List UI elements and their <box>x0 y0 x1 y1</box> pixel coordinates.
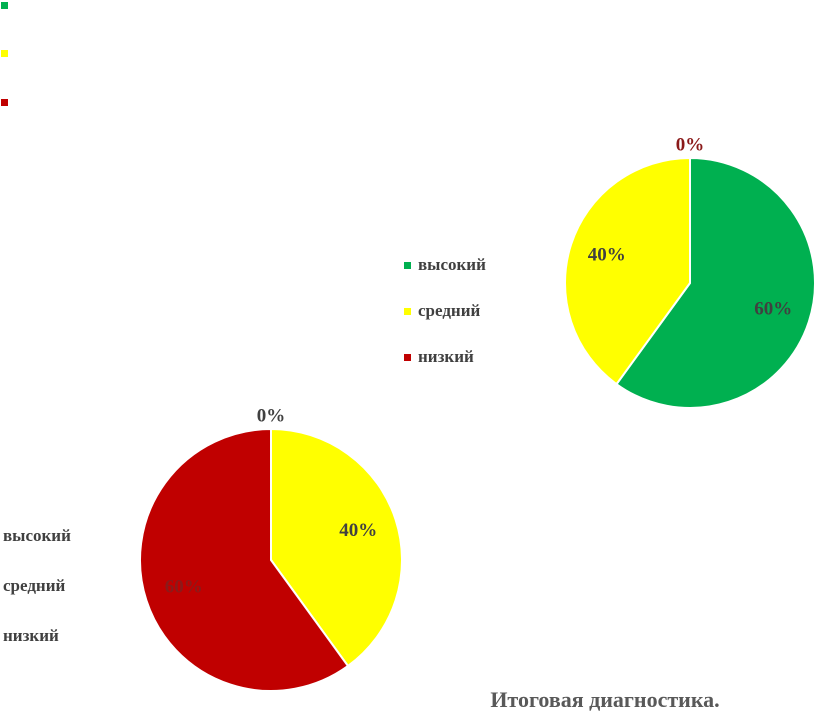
pie-slice <box>270 427 403 668</box>
data-label: 60% <box>165 577 203 598</box>
data-label: 0% <box>676 134 705 155</box>
legend-marker <box>1 99 8 106</box>
slide-title: Итоговая диагностика. <box>490 687 719 712</box>
legend-marker <box>1 50 8 57</box>
legend-marker <box>404 262 411 269</box>
legend-label: высокий <box>3 526 71 545</box>
pie-slice <box>139 427 350 692</box>
legend-marker <box>404 354 411 361</box>
data-label: 40% <box>588 244 626 265</box>
legend-label: средний <box>418 301 481 320</box>
legend-label: средний <box>3 576 66 595</box>
legend-marker <box>1 2 8 9</box>
data-label: 40% <box>339 520 377 541</box>
pie-slice <box>564 156 691 386</box>
legend-label: высокий <box>418 255 486 274</box>
legend-marker <box>404 308 411 315</box>
pie-slice <box>615 156 816 409</box>
data-label: 60% <box>754 298 792 319</box>
data-label: 0% <box>257 405 286 426</box>
legend-label: низкий <box>418 347 474 366</box>
legend-label: низкий <box>3 626 59 645</box>
